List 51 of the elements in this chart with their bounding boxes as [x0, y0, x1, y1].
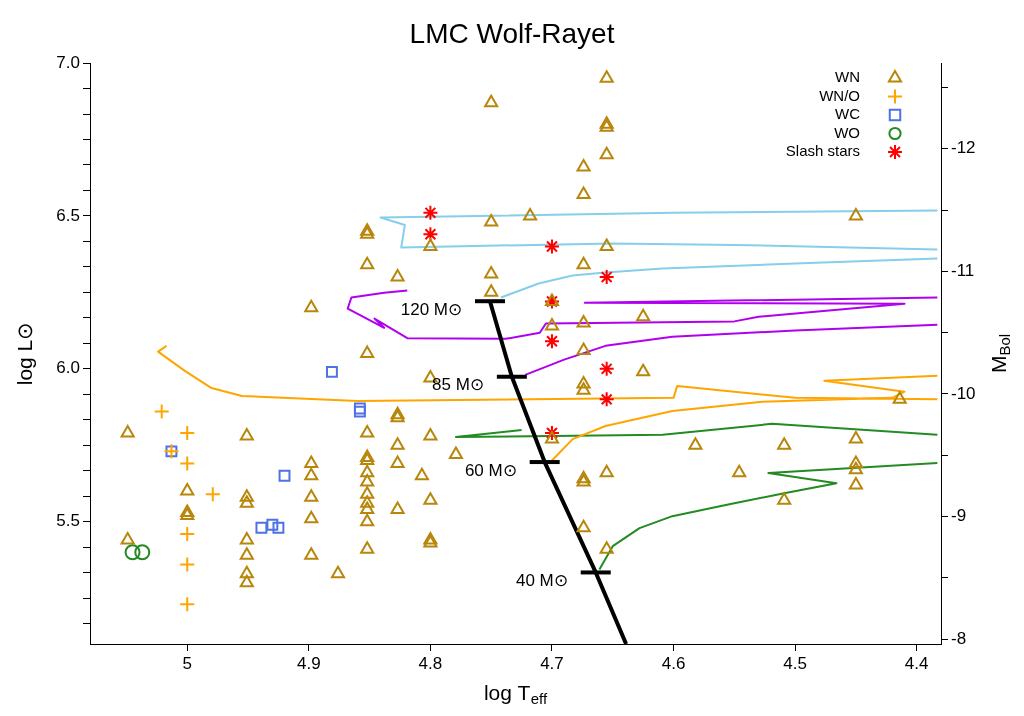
point	[153, 403, 170, 420]
point	[598, 269, 615, 286]
point	[543, 293, 560, 310]
annotation: 60 M⊙	[464, 460, 517, 480]
legend-label: WN	[835, 68, 861, 86]
x-tick-label: 4.5	[783, 653, 807, 673]
point	[422, 204, 439, 221]
point	[179, 596, 196, 613]
point	[272, 521, 285, 534]
point	[598, 360, 615, 377]
y2-tick-label: -9	[951, 506, 967, 526]
point	[543, 425, 560, 442]
annotation: 40 M⊙	[515, 571, 568, 591]
legend-label: WC	[835, 105, 861, 123]
y2-tick-label: -12	[951, 138, 976, 158]
point	[543, 333, 560, 350]
point	[278, 469, 291, 482]
x-tick-label: 4.9	[297, 653, 321, 673]
y2-axis-title: MBol	[986, 333, 1014, 374]
y2-tick-label: -11	[951, 261, 975, 281]
x-tick-label: 4.6	[661, 653, 686, 673]
chart-title: LMC Wolf-Rayet	[409, 17, 615, 49]
y-tick-label: 6.0	[56, 358, 80, 378]
point	[598, 391, 615, 408]
point	[179, 455, 196, 472]
y2-tick-label: -8	[951, 628, 967, 648]
legend-label: WO	[834, 123, 860, 141]
annotation: 85 M⊙	[432, 375, 484, 395]
y-tick-label: 6.5	[56, 205, 80, 225]
y-tick-label: 5.5	[56, 511, 80, 531]
point	[325, 365, 338, 378]
x-tick-label: 4.8	[418, 653, 443, 673]
annotation: 120 M⊙	[400, 299, 462, 319]
y-tick-label: 7.0	[56, 52, 80, 72]
point	[255, 521, 268, 534]
point	[204, 486, 221, 503]
y2-tick-label: -10	[951, 383, 976, 403]
point	[179, 525, 196, 542]
x-tick-label: 5	[182, 653, 192, 673]
point	[179, 425, 196, 442]
legend-label: WN/O	[819, 86, 860, 104]
legend-label: Slash stars	[785, 142, 861, 160]
point	[124, 544, 141, 561]
point	[422, 226, 439, 243]
point	[134, 544, 151, 561]
point	[266, 518, 279, 531]
point	[543, 238, 560, 255]
y-axis-title: log L⊙	[12, 321, 36, 386]
point	[179, 556, 196, 573]
x-tick-label: 4.4	[904, 653, 929, 673]
x-tick-label: 4.7	[540, 653, 564, 673]
